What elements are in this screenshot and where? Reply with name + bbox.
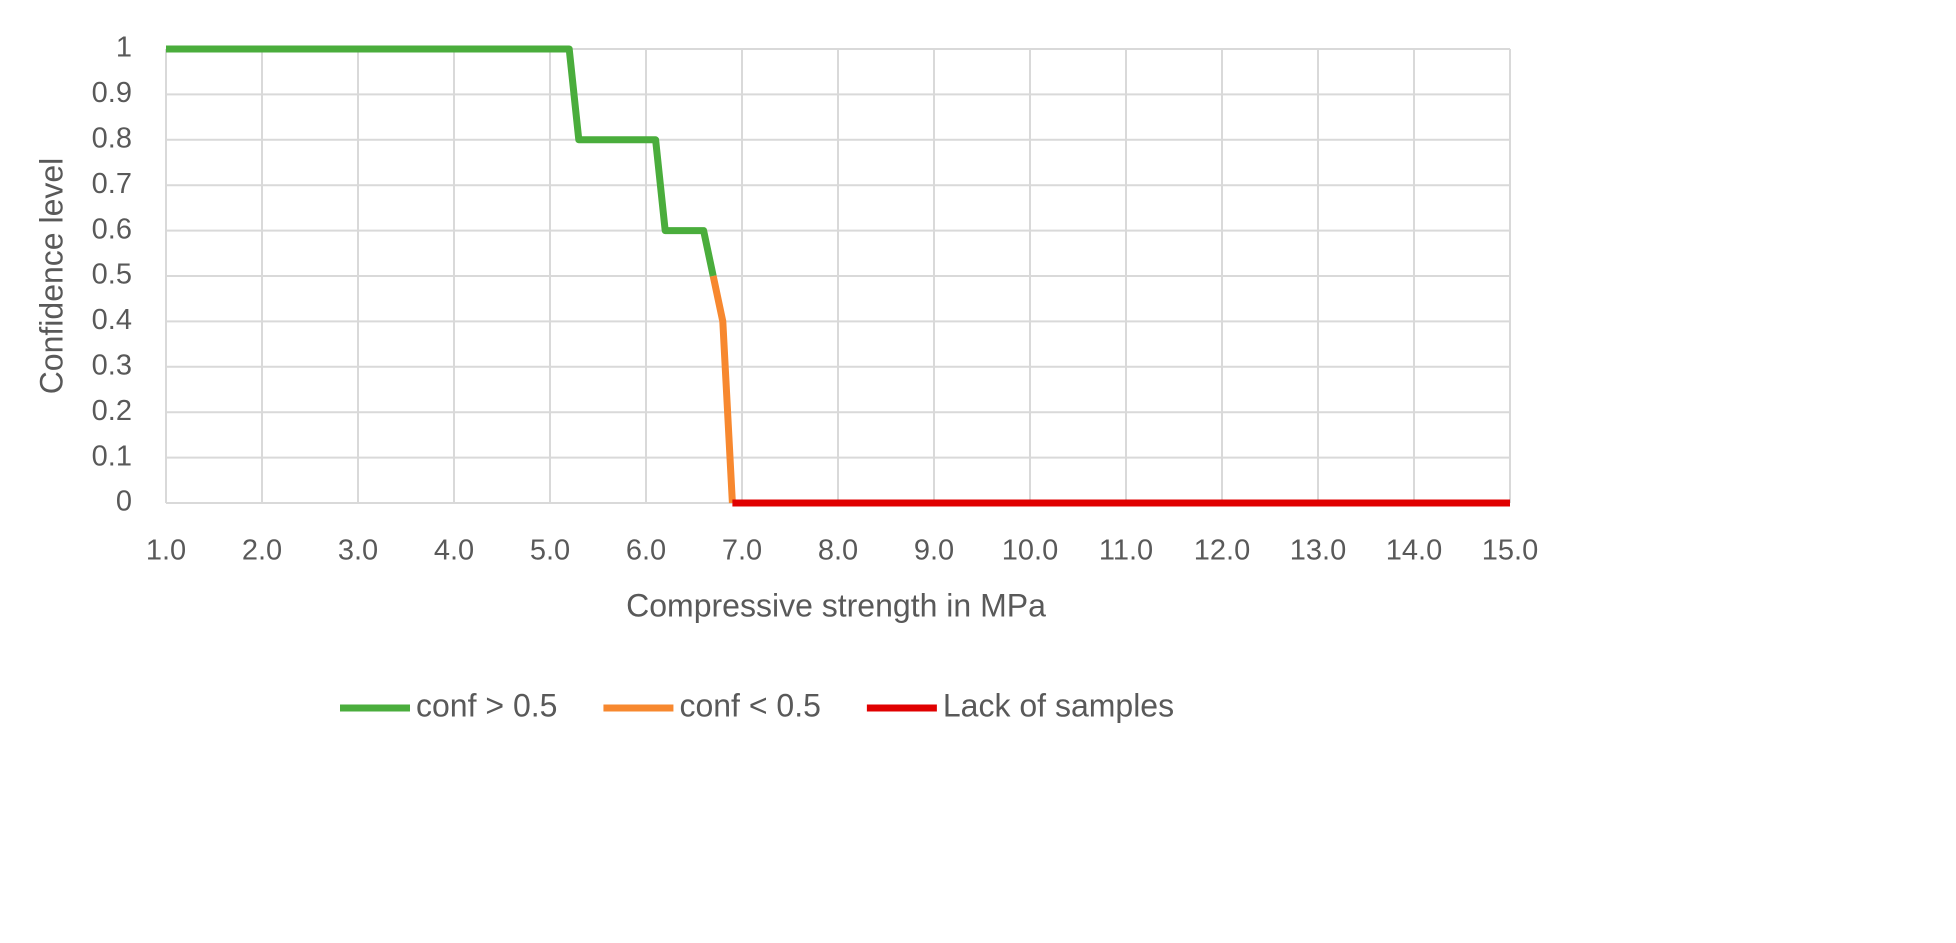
x-tick-label: 2.0 [242, 535, 282, 567]
y-tick-label: 0.6 [92, 213, 132, 245]
y-tick-label: 0.9 [92, 77, 132, 109]
x-axis-title: Compressive strength in MPa [626, 587, 1046, 623]
data-line [709, 275, 736, 504]
x-tick-label: 7.0 [722, 535, 762, 567]
x-tick-label: 9.0 [914, 535, 954, 567]
x-tick-label: 12.0 [1194, 535, 1250, 567]
y-axis-title: Confidence level [33, 158, 69, 395]
x-tick-label: 13.0 [1290, 535, 1346, 567]
y-tick-label: 0.4 [92, 304, 132, 336]
legend-item: conf > 0.5 [340, 687, 557, 723]
y-tick-label: 0.3 [92, 349, 132, 381]
x-tick-label: 11.0 [1099, 535, 1153, 567]
x-tick-label: 10.0 [1002, 535, 1058, 567]
legend-label: conf < 0.5 [679, 687, 820, 723]
x-tick-label: 6.0 [626, 535, 666, 567]
x-tick-label: 14.0 [1386, 535, 1442, 567]
data-line [166, 45, 717, 277]
x-tick-label: 8.0 [818, 535, 858, 567]
y-tick-label: 0.2 [92, 395, 132, 427]
x-tick-label: 3.0 [338, 535, 378, 567]
legend-item: conf < 0.5 [603, 687, 821, 723]
x-tick-label: 5.0 [530, 535, 570, 567]
x-tick-label: 1.0 [146, 535, 186, 567]
legend-label: conf > 0.5 [416, 687, 557, 723]
y-tick-label: 1 [116, 32, 132, 64]
y-tick-label: 0.8 [92, 122, 132, 154]
y-tick-label: 0.5 [92, 259, 132, 291]
y-tick-label: 0 [116, 486, 132, 518]
x-tick-label: 4.0 [434, 535, 474, 567]
legend-item: Lack of samples [866, 687, 1174, 723]
x-tick-label: 15.0 [1482, 535, 1538, 567]
legend-label: Lack of samples [943, 687, 1174, 723]
y-tick-label: 0.1 [92, 440, 132, 472]
y-tick-label: 0.7 [92, 168, 132, 200]
